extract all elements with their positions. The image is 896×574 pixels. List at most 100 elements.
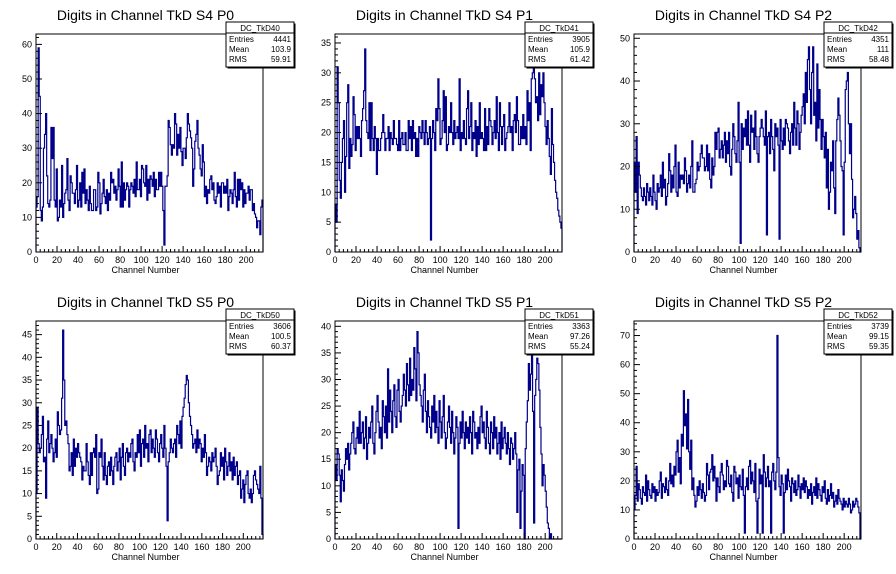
stats-value-mean: 99.15	[869, 332, 890, 341]
x-tick-label: 140	[475, 542, 490, 552]
x-tick-label: 100	[433, 542, 448, 552]
x-tick-label: 20	[351, 255, 361, 265]
x-tick-label: 180	[215, 542, 230, 552]
histogram-svg-s4p1: Digits in Channel TkD S4 P1 0 5 10 15 20 25 30 3…	[321, 7, 595, 275]
x-tick-label: 140	[475, 255, 490, 265]
stats-value-mean: 105.9	[570, 45, 591, 54]
x-tick-label: 0	[631, 255, 636, 265]
stats-name: DC_TkD52	[838, 311, 878, 320]
x-tick-label: 60	[393, 255, 403, 265]
stats-label-mean: Mean	[827, 332, 847, 341]
x-tick-label: 200	[236, 542, 251, 552]
stats-label-entries: Entries	[528, 35, 553, 44]
x-tick-label: 100	[134, 255, 149, 265]
stats-label-rms: RMS	[229, 342, 247, 351]
stats-label-mean: Mean	[528, 332, 548, 341]
stats-name: DC_TkD51	[539, 311, 579, 320]
y-tick-label: 10	[620, 204, 630, 214]
y-tick-label: 60	[22, 39, 32, 49]
stats-label-entries: Entries	[229, 322, 254, 331]
x-tick-label: 160	[197, 255, 212, 265]
x-tick-label: 0	[332, 542, 337, 552]
histogram-line	[334, 48, 563, 252]
y-tick-label: 40	[620, 418, 630, 428]
stats-box-frame	[225, 308, 295, 355]
stats-box-frame	[823, 308, 893, 355]
x-tick-label: 20	[650, 255, 660, 265]
x-tick-label: 100	[732, 255, 747, 265]
x-tick-label: 40	[671, 255, 681, 265]
y-tick-label: 70	[620, 331, 630, 341]
stats-name: DC_TkD40	[240, 24, 280, 33]
x-tick-label: 20	[650, 542, 660, 552]
stats-value-entries: 4441	[273, 35, 291, 44]
x-tick-label: 40	[372, 542, 382, 552]
x-tick-label: 80	[114, 542, 124, 552]
histogram-panel-s4p1: Digits in Channel TkD S4 P1 0 5 10 15 20 25 30 3…	[299, 0, 597, 287]
histogram-svg-s5p2: Digits in Channel TkD S5 P2 0 10 20 30 40 50 60…	[620, 294, 894, 562]
x-axis-label: Channel Number	[709, 552, 777, 562]
stats-value-entries: 3739	[871, 322, 889, 331]
y-tick-label: 30	[620, 119, 630, 129]
stats-value-rms: 61.42	[570, 55, 591, 64]
x-tick-label: 20	[52, 255, 62, 265]
x-tick-label: 120	[155, 255, 170, 265]
x-tick-label: 120	[454, 255, 469, 265]
x-tick-label: 160	[194, 542, 209, 552]
x-tick-label: 80	[115, 255, 125, 265]
stats-box: DC_TkD40 Entries 4441 Mean 103.9 RMS 59.91	[225, 21, 296, 69]
y-tick-label: 50	[620, 33, 630, 43]
stats-value-mean: 100.5	[271, 332, 292, 341]
stats-label-mean: Mean	[229, 45, 249, 54]
x-tick-label: 80	[414, 255, 424, 265]
stats-box-frame	[225, 21, 295, 68]
x-tick-label: 140	[774, 255, 789, 265]
x-tick-label: 0	[631, 542, 636, 552]
x-tick-label: 100	[732, 542, 747, 552]
x-tick-label: 200	[239, 255, 254, 265]
x-tick-label: 200	[837, 542, 852, 552]
x-tick-label: 40	[73, 255, 83, 265]
x-tick-label: 60	[393, 542, 403, 552]
y-tick-label: 30	[321, 374, 331, 384]
x-tick-label: 180	[816, 542, 831, 552]
x-tick-label: 160	[795, 542, 810, 552]
x-tick-label: 20	[52, 542, 62, 552]
y-tick-label: 0	[326, 247, 331, 257]
histogram-svg-s4p2: Digits in Channel TkD S4 P2 0 10 20 30 40 50 0 2…	[620, 7, 894, 275]
y-tick-label: 0	[625, 247, 630, 257]
stats-label-rms: RMS	[229, 55, 247, 64]
stats-label-entries: Entries	[827, 322, 852, 331]
y-tick-label: 40	[321, 321, 331, 331]
y-tick-label: 30	[620, 447, 630, 457]
y-tick-label: 5	[27, 511, 32, 521]
x-tick-label: 60	[692, 255, 702, 265]
y-tick-label: 5	[326, 217, 331, 227]
stats-box-frame	[524, 308, 594, 355]
stats-label-rms: RMS	[528, 55, 546, 64]
histogram-line	[633, 334, 861, 540]
x-tick-label: 0	[332, 255, 337, 265]
y-tick-label: 0	[326, 534, 331, 544]
y-tick-label: 10	[321, 481, 331, 491]
histogram-line	[35, 47, 264, 252]
stats-value-rms: 59.91	[271, 55, 292, 64]
y-tick-label: 15	[321, 454, 331, 464]
stats-value-entries: 3606	[273, 322, 291, 331]
x-tick-label: 100	[433, 255, 448, 265]
x-tick-label: 160	[496, 255, 511, 265]
stats-label-entries: Entries	[229, 35, 254, 44]
x-tick-label: 180	[517, 542, 532, 552]
y-tick-label: 0	[27, 247, 32, 257]
x-tick-label: 160	[795, 255, 810, 265]
x-tick-label: 20	[351, 542, 361, 552]
x-axis-label: Channel Number	[111, 552, 179, 562]
y-tick-label: 5	[326, 507, 331, 517]
x-tick-label: 180	[517, 255, 532, 265]
x-tick-label: 60	[94, 255, 104, 265]
chart-title: Digits in Channel TkD S5 P0	[57, 294, 234, 310]
histogram-svg-s5p1: Digits in Channel TkD S5 P1 0 5 10 15 20 25 30 3…	[321, 294, 595, 562]
y-tick-label: 20	[22, 178, 32, 188]
chart-title: Digits in Channel TkD S4 P2	[655, 7, 832, 23]
y-tick-label: 10	[620, 505, 630, 515]
